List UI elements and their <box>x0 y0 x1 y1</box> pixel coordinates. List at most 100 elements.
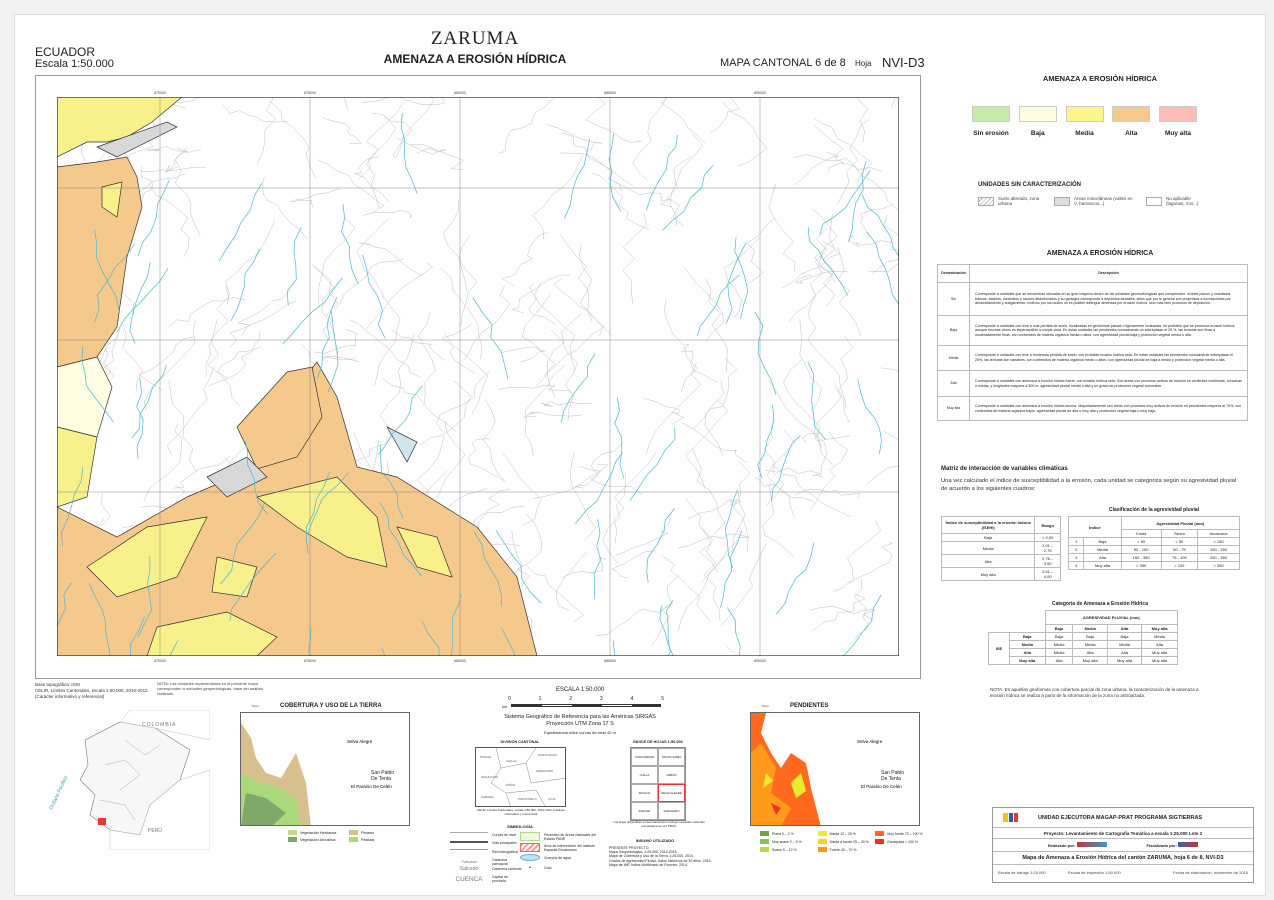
legend-class: Baja <box>1018 106 1057 137</box>
symbology-item: Red hidrográfica <box>450 849 522 854</box>
legend-swatch <box>817 847 827 852</box>
legend-swatch <box>1018 106 1057 122</box>
page-subtitle: AMENAZA A EROSIÓN HÍDRICA <box>383 52 567 66</box>
cell: 3 <box>1067 553 1085 562</box>
legend-label: Escarpada > 100 % <box>887 839 918 844</box>
cell: Media <box>1044 648 1074 657</box>
legend-label: Sin erosión <box>973 130 1009 137</box>
legend-label: Muy fuerte 70 – 100 % <box>887 831 923 836</box>
erosion-map[interactable] <box>57 97 899 656</box>
symbol <box>520 854 540 861</box>
miscellaneous-unit <box>96 121 178 158</box>
row-name: Media <box>937 345 970 371</box>
insumo-line: Mapa Geopedológico, 1:25.000, 2014-2015. <box>609 850 678 855</box>
easting-label: 685000 <box>604 659 616 663</box>
cell: Muy alta <box>1141 656 1178 665</box>
cell: > 100 <box>1160 561 1199 570</box>
table-row: 1 Baja < 50 < 50 < 150 <box>1067 537 1240 546</box>
scale-tick: 3 <box>599 696 603 702</box>
legend-label: Muy suave 2 – 5 % <box>772 839 802 844</box>
title-block: UNIDAD EJECUTORA MAGAP-PRAT PROGRAMA SIG… <box>992 807 1254 883</box>
pluvial-title: Clasificación de la agresividad pluvial <box>1108 507 1200 513</box>
project-line: Proyecto: Levantamiento de Cartografía T… <box>993 828 1253 839</box>
symbology-label: Cuerpos de agua <box>544 855 571 860</box>
river-network <box>57 113 899 656</box>
legend-item: Plana 0 – 2 % <box>760 830 815 837</box>
cell: Alta <box>1008 648 1046 657</box>
cell: < 150 <box>1197 537 1240 546</box>
place-label: Selva Alegre <box>857 739 883 744</box>
easting-label: 670000 <box>154 91 166 95</box>
col-header: Bajo <box>1044 624 1074 633</box>
legend-swatch <box>288 830 297 835</box>
title-block-header: UNIDAD EJECUTORA MAGAP-PRAT PROGRAMA SIG… <box>993 808 1253 828</box>
description-row: Baja Corresponde a unidades con leve a nu… <box>937 315 1248 346</box>
legend-class: Muy alta <box>1159 106 1197 137</box>
cell: Baja <box>1106 632 1143 641</box>
cell: 75 - 100 <box>1160 553 1199 562</box>
legend-class: Media <box>1065 106 1104 137</box>
credits-row: Realizado por: Fiscalizado por: <box>993 839 1253 852</box>
reference-system: Sistema Geográfico de Referencia para la… <box>504 714 656 720</box>
table-row: Alta 2,76 – 3,50 <box>940 554 1061 568</box>
sheet-index-cell[interactable]: NABÓN <box>658 766 685 784</box>
row-description: Corresponde a unidades con leve a nula p… <box>969 315 1248 346</box>
division-note: CELIR, Límites Cantonales, escala 1:50.0… <box>476 808 566 816</box>
legend-label: Alta <box>1125 130 1138 137</box>
base-note-line: CELIR, Límites Cantonales, escala 1:50.0… <box>35 688 149 693</box>
media-unit <box>57 426 98 508</box>
row-description: Corresponde a unidades con leve a modera… <box>969 345 1248 371</box>
row-name: Baja <box>937 315 970 346</box>
symbol <box>450 840 488 846</box>
symbol <box>450 849 488 854</box>
sheet-index-cell[interactable]: USHCURRUMI <box>631 748 658 766</box>
sheet-index-cell[interactable]: PACCHA <box>631 784 658 802</box>
cell: Muy alta <box>1083 561 1122 570</box>
legend-item: Muy fuerte 70 – 100 % <box>875 830 930 837</box>
legend-label: Muy alta <box>1164 130 1191 137</box>
legend-class: Alta <box>1112 106 1151 137</box>
media-unit <box>396 526 453 578</box>
ocean-label: Océano Pacífico <box>48 775 69 811</box>
cobertura-legend: Vegetación Herbácea Páramo Vegetación Arbu… <box>288 830 408 842</box>
place-label: El Paraíso De Celén <box>861 784 902 789</box>
sheet-index-cell[interactable]: SANTA ISABEL <box>658 748 685 766</box>
escarpada-area <box>771 803 781 815</box>
cell: Media <box>1083 545 1122 554</box>
easting-label: 690000 <box>754 91 766 95</box>
sheet-index-cell[interactable]: CHILLA <box>631 766 658 784</box>
realizado-por: Realizado por: <box>1048 842 1107 848</box>
insumo-line: PRESENTE PROYECTO: <box>609 846 650 850</box>
table-row: Media 2,01 – 2,75 <box>940 541 1061 555</box>
cobertura-scale: 5 km <box>252 704 259 708</box>
medium-slope-area <box>763 773 806 798</box>
legend-class: Sin erosión <box>972 106 1010 137</box>
row-group-header: ISE <box>988 632 1010 665</box>
sheet-index-cell[interactable]: ZARUMA <box>631 802 658 820</box>
zaruma-location-marker <box>98 818 106 825</box>
sheet-index-cell[interactable]: SELVA ALEGRE <box>658 784 685 802</box>
symbology-item: Cuerpos de agua <box>520 854 596 861</box>
ecuador-inset-map: COLOMBIA PERÚ Océano Pacífico <box>48 710 210 850</box>
canton-label: ATAHUALPA <box>481 775 498 779</box>
colombia-label: COLOMBIA <box>142 722 176 728</box>
col-header: Descripción <box>969 264 1248 283</box>
description-table: Denominación Descripción Sin Corresponde a… <box>937 264 1248 421</box>
executing-unit: UNIDAD EJECUTORA MAGAP-PRAT PROGRAMA SIG… <box>1038 814 1203 821</box>
sheet-index-cell[interactable]: SARAGURO <box>658 802 685 820</box>
col-header: Índice <box>1068 516 1122 538</box>
cell: 50 - 75 <box>1160 545 1199 554</box>
legend-item: Media a fuerte 25 – 40 % <box>817 838 873 845</box>
category-table: AGRESIVIDAD PLUVIAL (mm) Bajo Media Alta Muy… <box>988 610 1179 665</box>
cell: > 350 <box>1197 561 1240 570</box>
work-scale: Escala de trabajo 1:25.000 <box>998 870 1046 875</box>
easting-label: 680000 <box>454 91 466 95</box>
cell: Muy alta <box>1106 656 1143 665</box>
realizado-label: Realizado por: <box>1047 843 1076 848</box>
scale-unit: km <box>502 704 508 709</box>
legend-swatch <box>760 847 769 852</box>
scale-bar <box>511 704 661 707</box>
easting-label: 680000 <box>454 659 466 663</box>
symbology-label: Capital de provincia <box>492 874 508 883</box>
col-header: Índice de susceptibilidad a la erosión h… <box>940 516 1036 534</box>
